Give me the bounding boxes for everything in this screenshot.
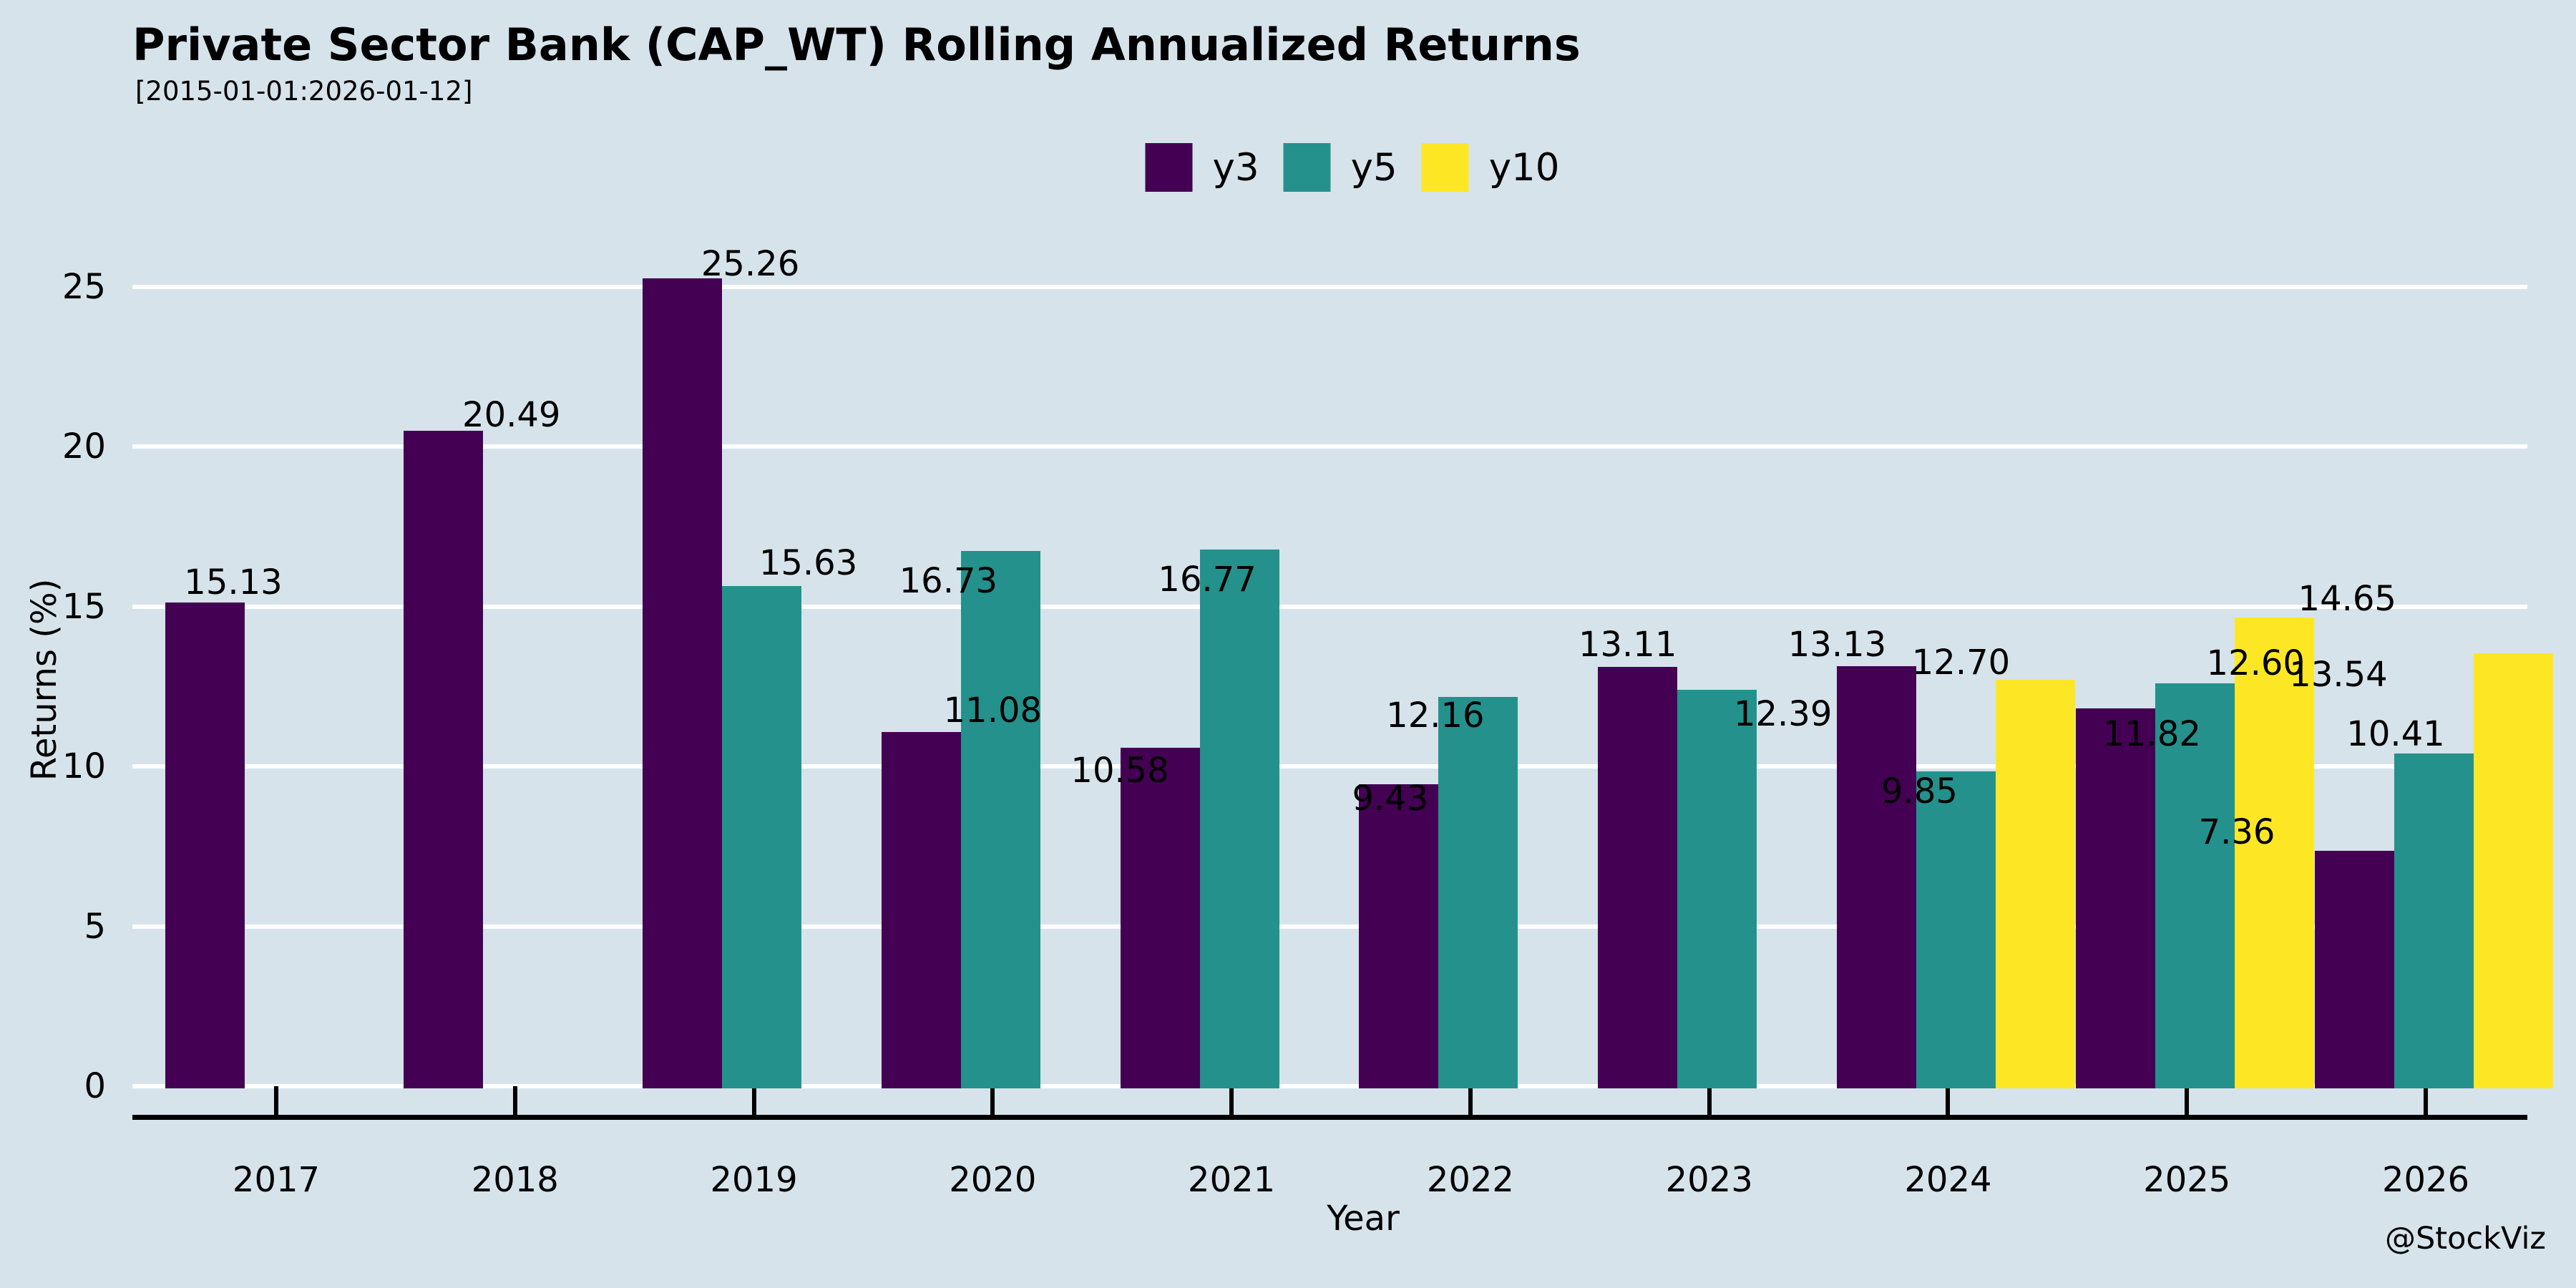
bar-value-label: 12.16 — [1386, 696, 1485, 736]
bar-value-label: 9.85 — [1881, 771, 1958, 811]
legend-swatch-y10 — [1421, 143, 1469, 192]
bar-value-label: 9.43 — [1352, 779, 1429, 819]
bar-2026-y3 — [2314, 851, 2394, 1088]
legend-entry-y3: y3 — [1145, 143, 1259, 192]
bar-2024-y5 — [1916, 771, 1996, 1088]
legend-entry-y5: y5 — [1283, 143, 1397, 192]
gridline-15 — [132, 604, 2527, 609]
legend-label-y5: y5 — [1350, 145, 1397, 190]
bar-value-label: 10.41 — [2346, 713, 2445, 754]
x-tick-mark — [2185, 1086, 2190, 1115]
x-tick-mark — [1946, 1086, 1951, 1115]
bar-2017-y3 — [165, 602, 245, 1088]
x-tick-mark — [1229, 1086, 1234, 1115]
bar-value-label: 10.58 — [1070, 751, 1169, 791]
gridline-0 — [132, 1084, 2527, 1088]
bar-2024-y10 — [1995, 680, 2075, 1088]
x-tick-mark — [512, 1086, 517, 1115]
bar-value-label: 11.82 — [2102, 713, 2201, 754]
x-tick-mark — [1707, 1086, 1712, 1115]
bar-value-label: 7.36 — [2198, 812, 2275, 852]
x-tick-label-2019: 2019 — [710, 1160, 798, 1200]
bar-value-label: 12.39 — [1733, 694, 1833, 735]
legend-swatch-y5 — [1283, 143, 1331, 192]
y-tick-label: 0 — [84, 1066, 106, 1106]
x-tick-label-2024: 2024 — [1904, 1160, 1992, 1200]
bar-2023-y5 — [1677, 690, 1757, 1088]
legend-swatch-y3 — [1145, 143, 1193, 192]
legend-entry-y10: y10 — [1421, 143, 1560, 192]
y-tick-label: 15 — [62, 586, 106, 627]
bar-value-label: 14.65 — [2298, 579, 2396, 620]
x-axis-label: Year — [1327, 1199, 1400, 1239]
bar-2023-y3 — [1598, 666, 1678, 1088]
chart-title: Private Sector Bank (CAP_WT) Rolling Ann… — [132, 19, 1581, 71]
bar-value-label: 20.49 — [462, 395, 561, 436]
bar-2025-y3 — [2075, 708, 2155, 1088]
bar-value-label: 13.11 — [1578, 624, 1677, 665]
x-tick-label-2022: 2022 — [1426, 1160, 1514, 1200]
x-tick-label-2021: 2021 — [1188, 1160, 1276, 1200]
bar-value-label: 12.70 — [1911, 643, 2011, 683]
x-tick-label-2023: 2023 — [1665, 1160, 1753, 1200]
bar-2026-y5 — [2394, 753, 2474, 1088]
bar-value-label: 11.08 — [943, 690, 1043, 731]
x-tick-label-2026: 2026 — [2381, 1160, 2470, 1200]
bar-2021-y5 — [1199, 550, 1279, 1088]
legend-label-y10: y10 — [1488, 145, 1560, 190]
chart-subtitle: [2015-01-01:2026-01-12] — [135, 76, 473, 107]
bar-value-label: 15.63 — [758, 543, 858, 584]
bar-value-label: 12.60 — [2206, 643, 2305, 683]
y-tick-label: 10 — [62, 746, 106, 786]
x-axis-spine — [132, 1115, 2527, 1120]
bar-2025-y5 — [2155, 683, 2235, 1088]
y-tick-label: 5 — [84, 906, 106, 947]
bar-2025-y10 — [2234, 618, 2314, 1088]
bar-2018-y3 — [404, 431, 484, 1088]
x-tick-mark — [274, 1086, 278, 1115]
x-tick-mark — [990, 1086, 995, 1115]
x-tick-mark — [751, 1086, 756, 1115]
bar-2021-y3 — [1120, 748, 1200, 1088]
bar-value-label: 13.54 — [2289, 654, 2388, 695]
watermark: @StockViz — [2385, 1221, 2546, 1257]
bar-2026-y10 — [2473, 653, 2553, 1088]
bar-2022-y3 — [1359, 784, 1439, 1088]
legend: y3 y5 y10 — [1145, 143, 1560, 192]
gridline-5 — [132, 924, 2527, 929]
x-tick-label-2025: 2025 — [2143, 1160, 2231, 1200]
bar-2024-y3 — [1836, 666, 1916, 1088]
gridline-20 — [132, 444, 2527, 449]
bar-2020-y5 — [960, 551, 1040, 1088]
bar-value-label: 15.13 — [184, 562, 283, 602]
gridline-25 — [132, 284, 2527, 289]
bar-2019-y5 — [722, 586, 802, 1088]
bar-value-label: 16.77 — [1158, 560, 1257, 600]
gridline-10 — [132, 764, 2527, 769]
x-tick-label-2018: 2018 — [471, 1160, 559, 1200]
y-axis-label: Returns (%) — [24, 578, 64, 781]
bar-2022-y5 — [1438, 697, 1518, 1088]
bar-2019-y3 — [643, 278, 723, 1088]
y-tick-label: 25 — [62, 266, 106, 307]
bar-2020-y3 — [881, 731, 961, 1088]
x-tick-mark — [2424, 1086, 2429, 1115]
y-tick-label: 20 — [62, 426, 106, 467]
x-tick-label-2017: 2017 — [232, 1160, 321, 1200]
legend-label-y3: y3 — [1212, 145, 1259, 190]
bar-value-label: 13.13 — [1787, 625, 1887, 665]
bar-value-label: 16.73 — [899, 561, 998, 602]
x-tick-label-2020: 2020 — [949, 1160, 1037, 1200]
x-tick-mark — [1468, 1086, 1473, 1115]
bar-value-label: 25.26 — [701, 243, 800, 284]
